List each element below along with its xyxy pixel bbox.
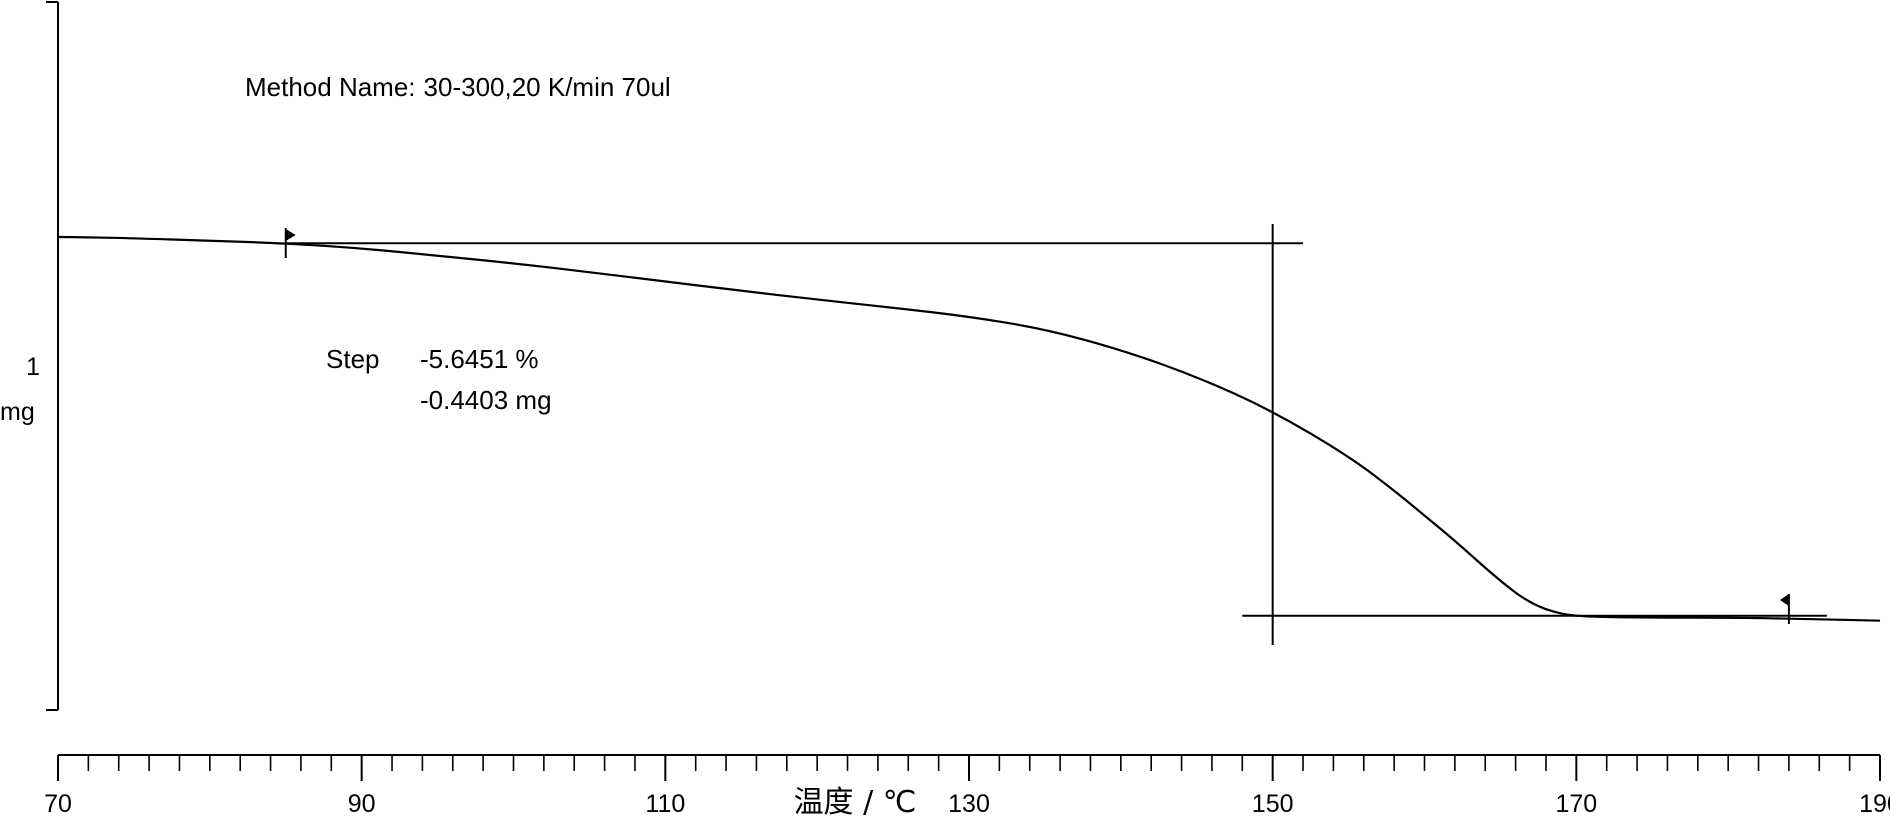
y-axis — [46, 2, 58, 710]
method-name-label: Method Name: — [245, 72, 416, 102]
mass-curve-layer — [58, 237, 1880, 621]
x-tick-label: 110 — [645, 790, 685, 817]
method-name-text: Method Name: 30-300,20 K/min 70ul — [245, 72, 671, 102]
x-tick-label: 150 — [1252, 790, 1294, 817]
y-axis-unit: mg — [0, 398, 35, 426]
x-tick-label: 170 — [1555, 790, 1597, 817]
step-start-flag-icon — [286, 229, 296, 241]
x-tick-label: 90 — [348, 790, 376, 817]
step-mass: -0.4403 mg — [420, 385, 552, 415]
step-end-flag-icon — [1780, 594, 1789, 606]
x-tick-label: 70 — [44, 790, 72, 817]
step-label: Step — [326, 344, 380, 374]
x-tick-label: 190 — [1859, 790, 1890, 817]
mass-curve-line — [58, 237, 1880, 621]
x-axis-label: 温度 / ℃ — [794, 785, 917, 817]
step-construction — [286, 224, 1827, 645]
step-percent: -5.6451 % — [420, 344, 539, 374]
x-axis: 70 90 110 130 150 170 190 — [44, 755, 1890, 817]
method-name-value: 30-300,20 K/min 70ul — [424, 72, 671, 102]
y-scale-value: 1 — [26, 353, 40, 381]
x-tick-label: 130 — [948, 790, 990, 817]
